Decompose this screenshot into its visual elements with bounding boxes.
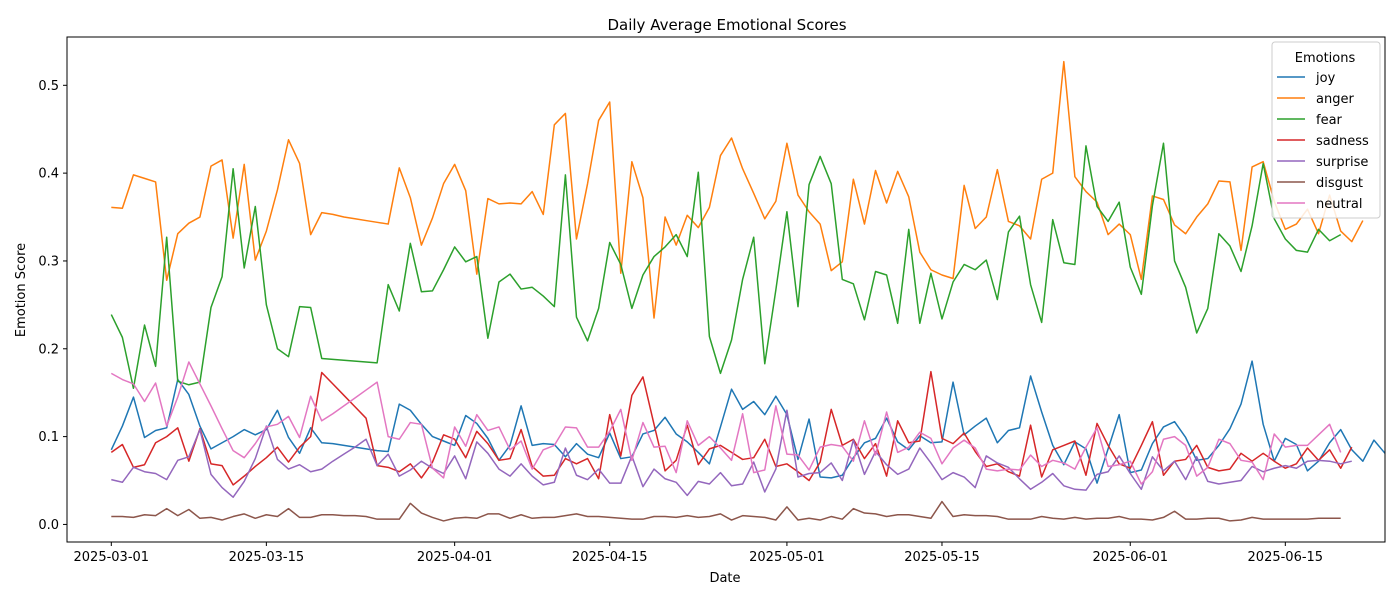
- legend-label-sadness: sadness: [1316, 134, 1369, 149]
- x-tick-label: 2025-03-01: [74, 550, 150, 565]
- ticks-layer: 2025-03-01 2025-03-15 2025-04-01 2025-04-15…: [38, 79, 1323, 565]
- x-tick-label: 2025-04-01: [417, 550, 493, 565]
- y-tick-label: 0.5: [38, 79, 59, 94]
- x-tick-label: 2025-03-15: [229, 550, 305, 565]
- legend-label-joy: joy: [1315, 71, 1336, 86]
- x-tick-label: 2025-06-15: [1248, 550, 1324, 565]
- y-axis-label: Emotion Score: [14, 243, 29, 337]
- x-tick-label: 2025-04-15: [572, 550, 648, 565]
- y-tick-label: 0.2: [38, 342, 59, 357]
- y-tick-label: 0.0: [38, 518, 59, 533]
- x-tick-label: 2025-05-01: [749, 550, 825, 565]
- legend-label-surprise: surprise: [1316, 155, 1368, 170]
- legend-title: Emotions: [1295, 51, 1356, 66]
- series-line-surprise: [111, 409, 1352, 498]
- x-tick-label: 2025-06-01: [1092, 550, 1168, 565]
- y-tick-label: 0.3: [38, 254, 59, 269]
- legend-label-fear: fear: [1316, 113, 1343, 128]
- y-tick-label: 0.4: [38, 167, 59, 182]
- x-tick-label: 2025-05-15: [904, 550, 980, 565]
- legend-box: [1271, 41, 1381, 219]
- x-axis-label: Date: [709, 571, 740, 586]
- series-line-joy: [110, 360, 1386, 484]
- series-line-anger: [111, 60, 1364, 319]
- y-tick-label: 0.1: [38, 430, 59, 445]
- legend-label-anger: anger: [1316, 92, 1354, 107]
- legend-label-neutral: neutral: [1316, 197, 1363, 212]
- series-line-disgust: [111, 500, 1341, 522]
- series-layer: [110, 60, 1386, 522]
- series-line-sadness: [110, 370, 1353, 486]
- chart-title: Daily Average Emotional Scores: [607, 16, 846, 34]
- plot-frame: [66, 36, 1386, 543]
- legend: Emotions joy anger fear sadness surprise disg…: [1271, 41, 1381, 219]
- legend-label-disgust: disgust: [1316, 176, 1363, 191]
- series-line-neutral: [110, 361, 1342, 485]
- series-line-fear: [110, 142, 1342, 390]
